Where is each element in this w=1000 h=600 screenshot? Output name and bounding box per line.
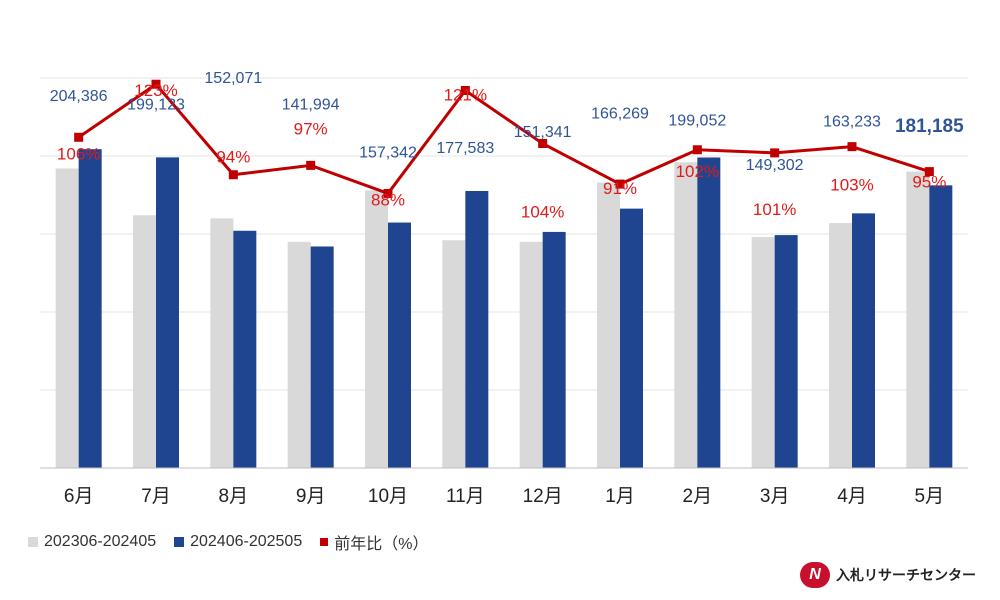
- legend-item-ratio: 前年比（%）: [320, 530, 428, 554]
- x-tick-label: 12月: [523, 486, 563, 507]
- ratio-value-label: 95%: [912, 173, 946, 192]
- bar-prev-year: [210, 218, 234, 468]
- bar-current-year: [620, 208, 643, 468]
- x-axis: 6月 7月 8月 9月 10月 11月 12月 1月 2月 3月 4月 5月: [40, 467, 968, 507]
- bars: [55, 149, 953, 469]
- x-tick-label: 1月: [605, 486, 635, 507]
- bar-current-year: [388, 222, 411, 468]
- bar-current-year: [310, 246, 334, 468]
- bar-prev-year: [365, 190, 388, 468]
- bar-value-label: 163,233: [823, 113, 881, 130]
- bar-current-year: [156, 157, 179, 469]
- bar-value-label: 199,052: [668, 112, 726, 129]
- ratio-point: [924, 167, 934, 177]
- bar-prev-year: [519, 241, 543, 468]
- bar-value-label: 152,071: [204, 70, 262, 87]
- x-tick-label: 8月: [219, 486, 249, 507]
- ratio-point: [847, 142, 857, 152]
- legend-label-prev-year: 202306-202405: [44, 533, 157, 550]
- ratio-value-label: 121%: [444, 85, 487, 104]
- bar-value-label: 204,386: [50, 88, 108, 105]
- ratio-point: [228, 170, 238, 180]
- ratio-point: [770, 148, 780, 158]
- bar-value-label: 199,123: [127, 96, 185, 113]
- ratio-value-label: 123%: [134, 81, 177, 100]
- ratio-value-label: 101%: [753, 200, 796, 219]
- x-tick-label: 9月: [296, 486, 326, 507]
- ratio-value-label: 94%: [216, 148, 250, 167]
- ratio-point: [306, 160, 316, 170]
- x-tick-label: 2月: [683, 486, 713, 507]
- legend-item-prev-year: 202306-202405: [28, 533, 156, 551]
- logo-text: 入札リサーチセンター: [836, 567, 976, 583]
- ratio-value-label: 103%: [830, 176, 873, 195]
- ratio-point: [74, 132, 84, 142]
- bar-current-year: [852, 213, 875, 468]
- chart: 204,386 199,123 152,071 141,994 157,342 177,5…: [40, 70, 968, 507]
- legend-swatch-ratio: [320, 538, 329, 546]
- ratio-polyline: [77, 82, 930, 195]
- bar-current-year: [78, 149, 102, 468]
- legend-item-current-year: 202406-202505: [174, 533, 302, 551]
- bar-current-year: [697, 157, 721, 468]
- bar-value-label: 181,185: [895, 116, 964, 137]
- ratio-point: [615, 179, 625, 189]
- logo: N 入札リサーチセンター: [800, 562, 976, 588]
- bar-value-label: 141,994: [282, 96, 340, 113]
- x-tick-label: 11月: [446, 486, 485, 507]
- bar-prev-year: [133, 215, 156, 468]
- bar-value-label: 151,341: [514, 124, 572, 141]
- legend-label-ratio: 前年比（%）: [334, 536, 429, 553]
- ratio-point: [692, 145, 702, 155]
- x-tick-label: 3月: [760, 486, 790, 507]
- data-labels: 204,386 199,123 152,071 141,994 157,342 177,5…: [50, 70, 964, 222]
- legend-label-current-year: 202406-202505: [190, 533, 303, 550]
- x-tick-label: 5月: [915, 486, 945, 507]
- ratio-value-label: 88%: [371, 190, 405, 209]
- x-tick-label: 7月: [141, 486, 171, 507]
- bar-prev-year: [287, 241, 311, 468]
- bar-current-year: [465, 190, 489, 468]
- legend-swatch-current-year: [174, 537, 185, 547]
- ratio-value-label: 97%: [294, 119, 328, 138]
- ratio-line: [74, 79, 934, 198]
- ratio-value-label: 104%: [521, 203, 564, 222]
- bar-prev-year: [751, 237, 775, 468]
- x-tick-label: 4月: [837, 486, 867, 507]
- bar-prev-year: [906, 171, 930, 468]
- bar-prev-year: [597, 182, 620, 468]
- logo-mark: N: [800, 562, 830, 588]
- bar-current-year: [542, 231, 566, 468]
- bar-prev-year: [829, 223, 852, 468]
- bar-value-label: 177,583: [436, 140, 494, 157]
- bar-current-year: [929, 185, 953, 469]
- ratio-point: [383, 188, 393, 198]
- x-tick-label: 6月: [64, 486, 94, 507]
- bar-prev-year: [442, 240, 466, 468]
- grid-lines: [40, 77, 968, 391]
- ratio-point: [151, 79, 161, 89]
- ratio-value-label: 106%: [57, 144, 100, 163]
- bar-prev-year: [674, 162, 698, 469]
- ratio-value-label: 91%: [603, 179, 637, 198]
- ratio-value-label: 102%: [676, 162, 719, 181]
- bar-value-label: 157,342: [359, 145, 417, 162]
- bar-current-year: [233, 230, 257, 468]
- legend: 202306-202405 202406-202505 前年比（%）: [28, 530, 446, 554]
- bar-value-label: 166,269: [591, 106, 649, 123]
- ratio-point: [460, 85, 470, 95]
- legend-swatch-prev-year: [28, 537, 38, 547]
- x-tick-label: 10月: [368, 486, 408, 507]
- bar-value-label: 149,302: [746, 157, 804, 174]
- ratio-point: [538, 139, 548, 149]
- bar-prev-year: [55, 168, 79, 469]
- bar-current-year: [774, 235, 798, 468]
